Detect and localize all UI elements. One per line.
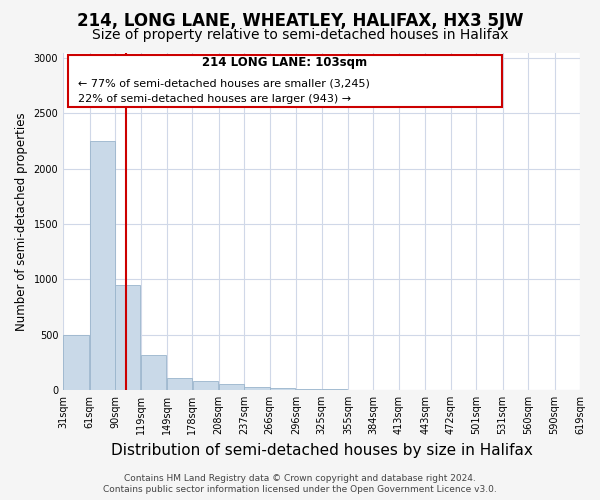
- Bar: [193, 381, 218, 390]
- Bar: [68, 54, 502, 106]
- Bar: [140, 354, 166, 390]
- Y-axis label: Number of semi-detached properties: Number of semi-detached properties: [15, 112, 28, 330]
- Bar: [167, 378, 192, 390]
- Text: ← 77% of semi-detached houses are smaller (3,245): ← 77% of semi-detached houses are smalle…: [78, 78, 370, 88]
- Bar: [270, 388, 295, 390]
- Bar: [219, 384, 244, 390]
- Text: Size of property relative to semi-detached houses in Halifax: Size of property relative to semi-detach…: [92, 28, 508, 42]
- Bar: [63, 334, 89, 390]
- Bar: [296, 389, 322, 390]
- X-axis label: Distribution of semi-detached houses by size in Halifax: Distribution of semi-detached houses by …: [110, 442, 533, 458]
- Text: 214, LONG LANE, WHEATLEY, HALIFAX, HX3 5JW: 214, LONG LANE, WHEATLEY, HALIFAX, HX3 5…: [77, 12, 523, 30]
- Text: 22% of semi-detached houses are larger (943) →: 22% of semi-detached houses are larger (…: [78, 94, 351, 104]
- Bar: [89, 141, 115, 390]
- Text: Contains HM Land Registry data © Crown copyright and database right 2024.
Contai: Contains HM Land Registry data © Crown c…: [103, 474, 497, 494]
- Bar: [244, 386, 269, 390]
- Text: 214 LONG LANE: 103sqm: 214 LONG LANE: 103sqm: [202, 56, 367, 70]
- Bar: [115, 285, 140, 390]
